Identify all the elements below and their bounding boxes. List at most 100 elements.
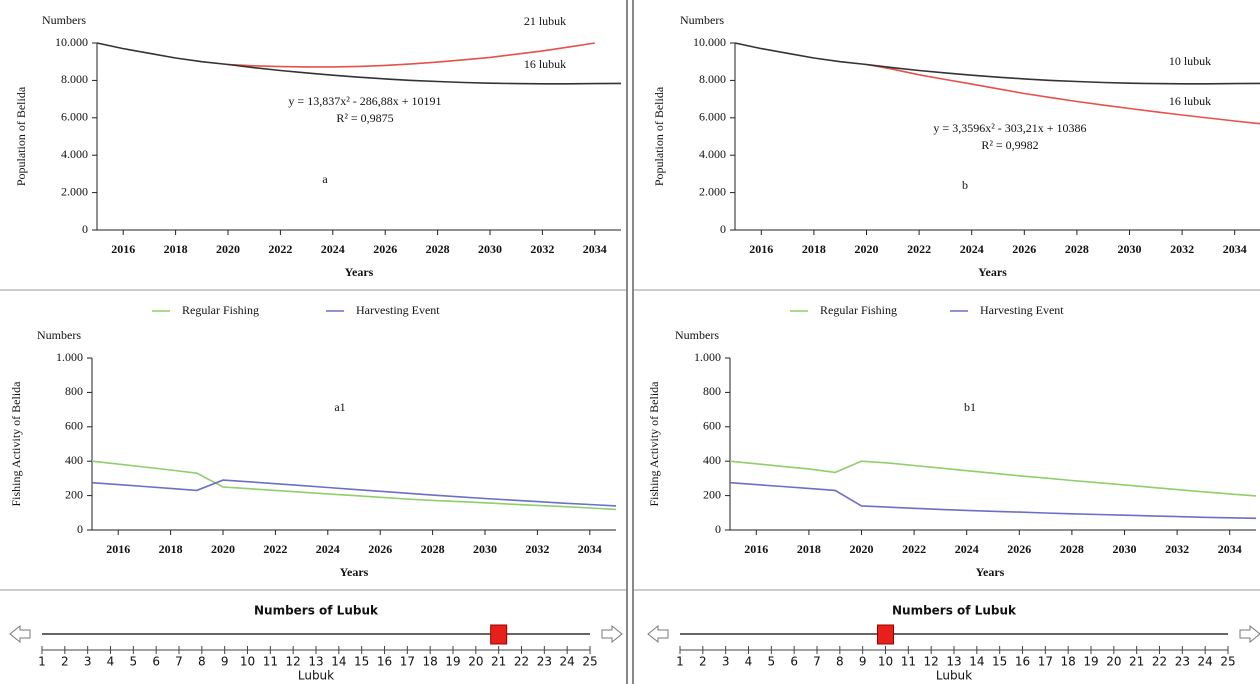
slider-tick-label: 20 — [468, 655, 483, 669]
slider-tick-label: 13 — [308, 655, 323, 669]
arrow-left[interactable] — [9, 624, 31, 644]
slider-title: Numbers of Lubuk — [892, 604, 1017, 618]
x-tick-label: 2016 — [749, 242, 773, 256]
x-tick-label: 2032 — [530, 242, 554, 256]
x-tick-label: 2032 — [1165, 542, 1189, 556]
slider-tick-label: 24 — [560, 655, 575, 669]
y-tick-label: 0 — [77, 522, 83, 536]
x-tick-label: 2020 — [216, 242, 240, 256]
x-tick-label: 2016 — [111, 242, 135, 256]
y-tick-label: 200 — [65, 487, 83, 501]
slider-tick-label: 21 — [1129, 655, 1144, 669]
slider-tick-label: 20 — [1106, 655, 1121, 669]
x-axis-label: Years — [345, 265, 374, 279]
y-tick-label: 10.000 — [55, 35, 88, 49]
x-tick-label: 2028 — [1060, 542, 1084, 556]
slider-thumb[interactable] — [877, 624, 894, 645]
y-axis-label: Fishing Activity of Belida — [9, 381, 23, 507]
slider-tick-label: 11 — [263, 655, 278, 669]
x-tick-label: 2018 — [164, 242, 188, 256]
y-axis-label: Population of Belida — [652, 86, 666, 186]
y-tick-label: 6.000 — [61, 110, 88, 124]
x-tick-label: 2030 — [478, 242, 502, 256]
x-tick-label: 2030 — [1113, 542, 1137, 556]
slider-tick-label: 9 — [221, 655, 229, 669]
x-tick-label: 2028 — [421, 542, 445, 556]
x-tick-label: 2034 — [583, 242, 607, 256]
x-axis-label: Years — [976, 565, 1005, 579]
x-tick-label: 2022 — [268, 242, 292, 256]
y-tick-label: 0 — [82, 222, 88, 236]
slider-tick-label: 8 — [198, 655, 206, 669]
x-tick-label: 2034 — [578, 542, 602, 556]
slider-tick-label: 6 — [790, 655, 798, 669]
y-tick-label: 8.000 — [61, 72, 88, 86]
x-tick-label: 2024 — [960, 242, 984, 256]
slider-tick-label: 19 — [445, 655, 460, 669]
series-line — [91, 460, 617, 511]
slider-label: Lubuk — [298, 669, 334, 683]
y-tick-label: 1.000 — [694, 350, 721, 364]
arrow-right[interactable] — [1239, 624, 1260, 644]
x-tick-label: 2020 — [211, 542, 235, 556]
slider-tick-label: 1 — [676, 655, 684, 669]
slider-tick-label: 24 — [1198, 655, 1213, 669]
y-tick-label: 8.000 — [699, 72, 726, 86]
arrow-right[interactable] — [601, 624, 623, 644]
y-tick-label: 4.000 — [699, 147, 726, 161]
series-label: 10 lubuk — [1169, 54, 1211, 68]
x-tick-label: 2026 — [1007, 542, 1031, 556]
legend-label: Regular Fishing — [182, 303, 259, 317]
slider-tick-label: 14 — [969, 655, 984, 669]
x-tick-label: 2022 — [263, 542, 287, 556]
x-tick-label: 2018 — [159, 542, 183, 556]
slider-tick-label: 17 — [1038, 655, 1053, 669]
slider-tick-label: 18 — [423, 655, 438, 669]
y-tick-label: 600 — [65, 419, 83, 433]
series-line — [734, 42, 1260, 85]
x-tick-label: 2024 — [955, 542, 979, 556]
slider-title: Numbers of Lubuk — [254, 604, 379, 618]
slider-tick-label: 22 — [1152, 655, 1167, 669]
x-tick-label: 2026 — [368, 542, 392, 556]
slider-thumb[interactable] — [490, 624, 508, 645]
series-line — [227, 42, 595, 68]
slider-tick-label: 18 — [1061, 655, 1076, 669]
x-axis-label: Years — [340, 565, 369, 579]
y-tick-label: 1.000 — [56, 350, 83, 364]
slider-tick-label: 23 — [1175, 655, 1190, 669]
y-tick-label: 6.000 — [699, 110, 726, 124]
x-axis-label: Years — [978, 265, 1007, 279]
slider-tick-label: 12 — [286, 655, 301, 669]
x-tick-label: 2024 — [316, 542, 340, 556]
series-line — [729, 460, 1257, 497]
x-tick-label: 2032 — [525, 542, 549, 556]
annotation: a — [322, 172, 328, 186]
y-axis-label: Fishing Activity of Belida — [647, 381, 661, 507]
y-tick-label: 10.000 — [693, 35, 726, 49]
y-tick-label: 4.000 — [61, 147, 88, 161]
y-tick-label: 600 — [703, 419, 721, 433]
y-tick-label: 0 — [715, 522, 721, 536]
series-label: 16 lubuk — [1169, 94, 1211, 108]
series-line — [91, 479, 617, 507]
x-tick-label: 2030 — [1118, 242, 1142, 256]
slider-tick-label: 11 — [901, 655, 916, 669]
slider-label: Lubuk — [936, 669, 972, 683]
x-tick-label: 2018 — [802, 242, 826, 256]
annotation: R² = 0,9982 — [981, 138, 1038, 152]
slider-tick-label: 21 — [491, 655, 506, 669]
annotation: b1 — [964, 400, 976, 414]
legend-label: Regular Fishing — [820, 303, 897, 317]
slider-tick-label: 4 — [745, 655, 753, 669]
x-tick-label: 2026 — [373, 242, 397, 256]
slider-tick-label: 3 — [84, 655, 92, 669]
slider-tick-label: 5 — [130, 655, 138, 669]
x-tick-label: 2020 — [855, 242, 879, 256]
y-tick-label: 800 — [703, 384, 721, 398]
slider-tick-label: 5 — [768, 655, 776, 669]
slider-tick-label: 7 — [175, 655, 183, 669]
arrow-left[interactable] — [647, 624, 669, 644]
